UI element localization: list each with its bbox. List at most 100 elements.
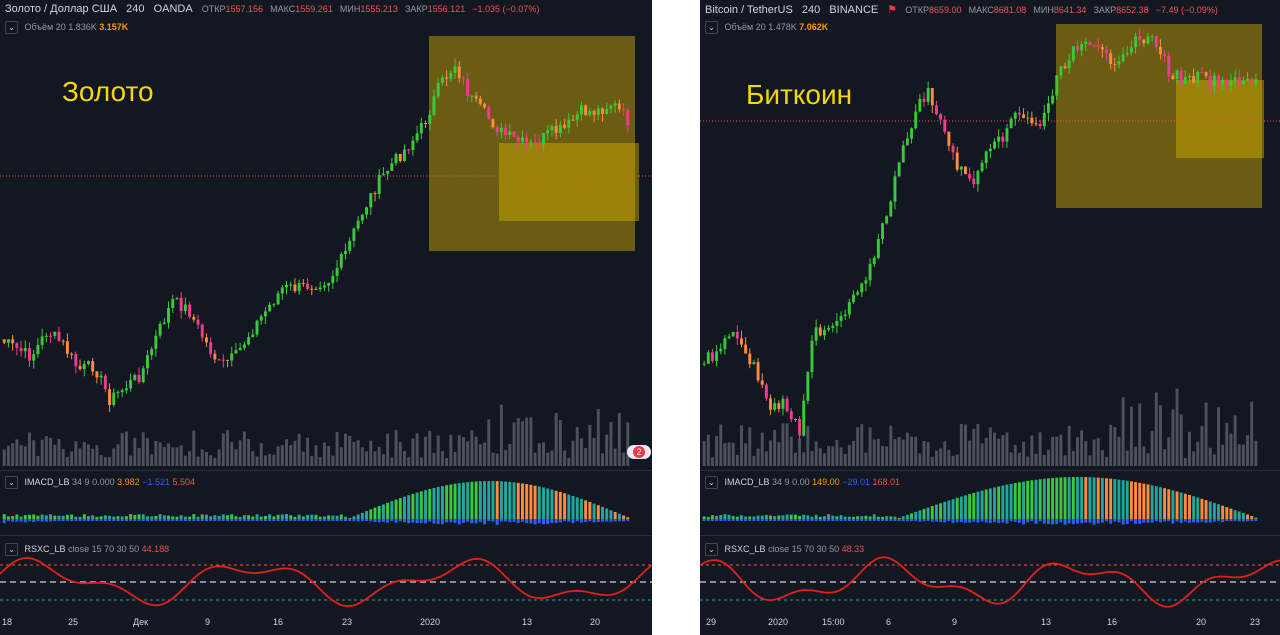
volume-bar <box>529 417 533 466</box>
macd-bar <box>1084 477 1088 519</box>
volume-bar <box>789 436 793 466</box>
bitcoin-chart-canvas[interactable] <box>700 0 1280 635</box>
candle-body <box>344 250 347 255</box>
bitcoin-chart-panel[interactable]: Bitcoin / TetherUS 240 BINANCE ⚑ ОТКР865… <box>700 0 1280 635</box>
candle-body <box>99 375 103 378</box>
candle-body <box>1179 70 1183 84</box>
volume-bar <box>209 455 213 466</box>
macd-bar-negative <box>474 519 478 524</box>
macd-bar <box>1233 510 1237 519</box>
candle-body <box>756 362 760 381</box>
volume-bar <box>61 449 65 466</box>
macd-bar <box>213 515 217 519</box>
macd-bar-negative <box>230 519 234 521</box>
macd-bar <box>922 508 926 519</box>
macd-bar <box>872 514 876 519</box>
macd-bar-negative <box>204 519 208 521</box>
candle-body <box>276 293 280 305</box>
volume-bar <box>6 445 10 466</box>
volume-bar <box>905 432 909 466</box>
macd-bar <box>760 515 764 519</box>
macd-name[interactable]: IMACD_LB <box>724 476 770 487</box>
candle-body <box>959 166 963 170</box>
volume-bar <box>1212 454 1216 466</box>
volume-bar <box>731 442 735 466</box>
volume-bar <box>914 436 918 466</box>
macd-bar-negative <box>1071 519 1075 525</box>
event-badge[interactable]: 2 <box>627 445 651 459</box>
macd-bar-negative <box>1063 519 1067 525</box>
volume-bar <box>752 455 756 466</box>
gold-chart-canvas[interactable] <box>0 0 652 635</box>
volume-bar <box>1146 453 1150 466</box>
gold-chart-panel[interactable]: Золото / Доллар США 240 OANDA ОТКР1557.1… <box>0 0 652 635</box>
candle-body <box>868 263 872 281</box>
volume-bar <box>87 444 90 466</box>
macd-bar <box>1154 486 1158 519</box>
volume-bar <box>868 427 872 466</box>
macd-bar-negative <box>512 519 516 522</box>
macd-bar-negative <box>167 519 171 521</box>
volume-bar <box>546 452 550 466</box>
collapse-chevron-icon[interactable]: ⌄ <box>5 543 18 556</box>
macd-bar-negative <box>91 519 95 521</box>
macd-bar-negative <box>814 519 818 521</box>
open-label: ОТКР <box>201 4 226 14</box>
interval[interactable]: 240 <box>801 4 821 16</box>
macd-bar-negative <box>61 519 65 521</box>
macd-bar-negative <box>65 519 69 521</box>
candle-body <box>1105 49 1108 54</box>
macd-bar-negative <box>1142 519 1146 523</box>
rsxc-name[interactable]: RSXC_LB <box>724 543 766 554</box>
macd-bar-negative <box>40 519 44 522</box>
candle-body <box>103 375 107 390</box>
candle-body <box>407 149 411 151</box>
macd-bar-negative <box>1204 519 1208 523</box>
macd-bar <box>1046 478 1050 519</box>
macd-bar <box>57 515 61 519</box>
candle-body <box>843 314 847 317</box>
collapse-chevron-icon[interactable]: ⌄ <box>5 21 18 34</box>
volume-bar <box>1250 401 1254 466</box>
candle-body <box>910 128 914 139</box>
macd-bar-negative <box>1125 519 1129 525</box>
macd-bar-negative <box>188 519 192 521</box>
volume-bar <box>158 442 162 466</box>
collapse-chevron-icon[interactable]: ⌄ <box>705 21 718 34</box>
collapse-chevron-icon[interactable]: ⌄ <box>705 476 718 489</box>
x-tick-label: 29 <box>706 617 717 627</box>
macd-bar <box>394 499 398 519</box>
volume-bar <box>860 424 864 466</box>
candle-body <box>377 174 381 194</box>
macd-name[interactable]: IMACD_LB <box>24 476 70 487</box>
macd-bar-negative <box>710 519 714 521</box>
volume-bar <box>82 442 86 466</box>
rsxc-name[interactable]: RSXC_LB <box>24 543 66 554</box>
candle-body <box>424 123 428 125</box>
macd-bar-negative <box>403 519 406 523</box>
macd-bar-negative <box>918 519 922 522</box>
candle-body <box>133 375 137 380</box>
macd-bar-negative <box>508 519 512 523</box>
collapse-chevron-icon[interactable]: ⌄ <box>705 543 718 556</box>
macd-bar-negative <box>251 519 255 521</box>
volume-bar <box>1163 449 1167 466</box>
symbol-name[interactable]: Bitcoin / TetherUS <box>705 4 793 16</box>
volume-bar <box>525 417 529 466</box>
candle-body <box>740 338 743 345</box>
candle-body <box>483 103 487 108</box>
collapse-chevron-icon[interactable]: ⌄ <box>5 476 18 489</box>
macd-bar-negative <box>226 519 229 521</box>
macd-bar <box>567 494 571 519</box>
macd-bar <box>563 493 567 519</box>
candle-body <box>179 297 183 312</box>
close-value: 1556.121 <box>427 4 466 14</box>
volume-bar <box>167 443 171 466</box>
interval[interactable]: 240 <box>126 3 145 15</box>
symbol-name[interactable]: Золото / Доллар США <box>5 3 118 15</box>
flag-icon[interactable]: ⚑ <box>887 4 898 16</box>
x-tick-label: 6 <box>886 617 892 627</box>
macd-bar <box>339 514 343 519</box>
volume-bar <box>491 452 495 466</box>
candle-body <box>922 98 926 102</box>
